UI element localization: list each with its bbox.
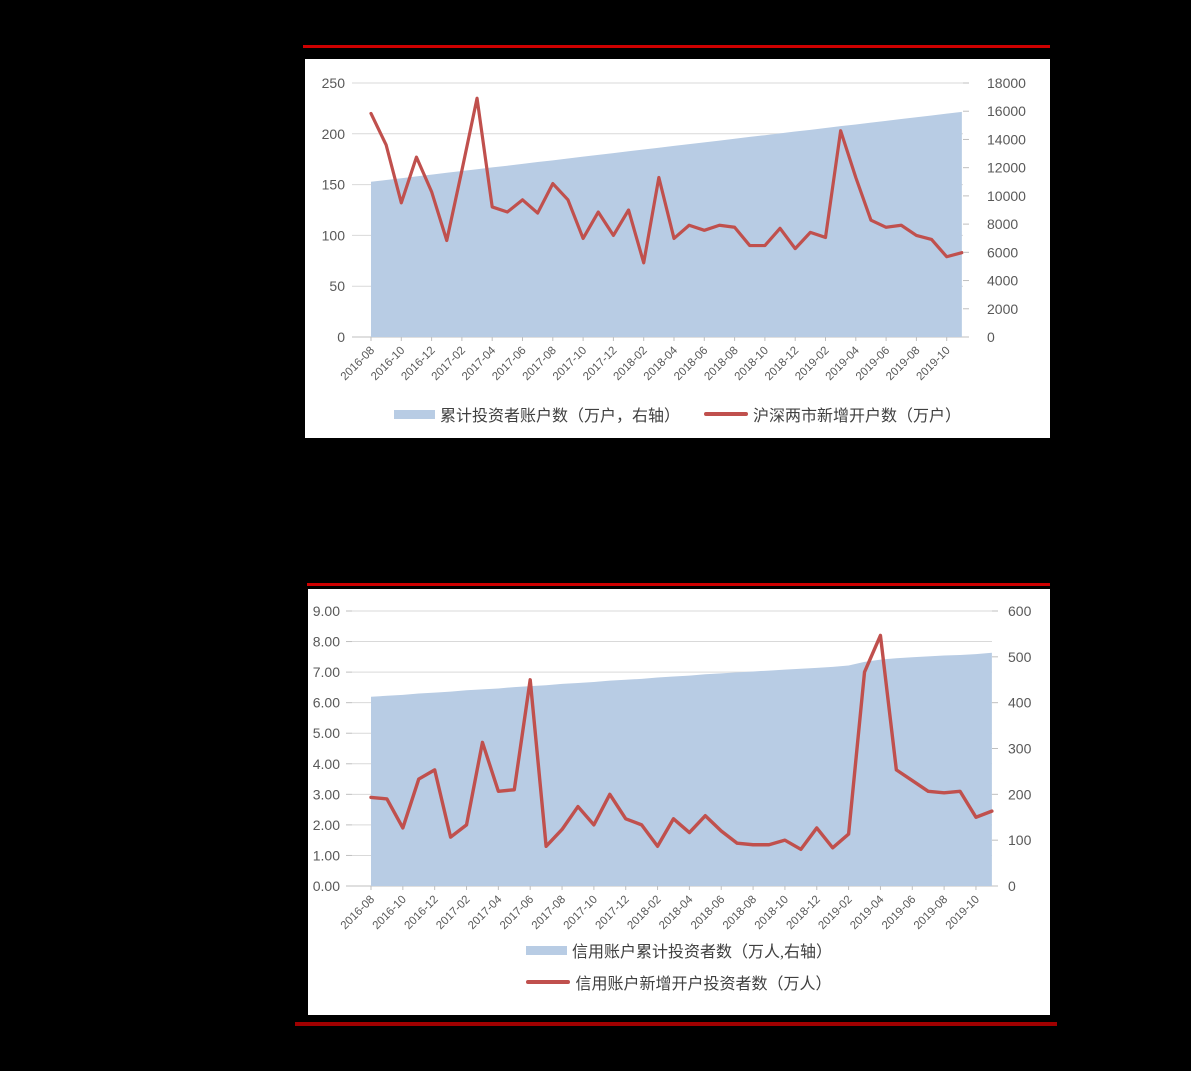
- legend-item-area: 累计投资者账户数（万户，右轴）: [393, 402, 680, 426]
- left-axis-tick-label: 4.00: [313, 756, 340, 772]
- x-axis-tick-label: 2017-08: [530, 894, 568, 932]
- left-axis-tick-label: 5.00: [313, 725, 340, 741]
- left-axis-tick-label: 3.00: [313, 786, 340, 802]
- chart-panel-credit-accounts: 0 100 200 300 400 500 600 0.00 1.00 2.00 3.00 4.00 5…: [308, 589, 1050, 1015]
- x-axis-tick-label: 2017-04: [466, 893, 505, 932]
- x-axis-tick-label: 2016-12: [402, 894, 440, 932]
- right-axis-tick-label: 600: [1008, 603, 1032, 619]
- x-axis-tick-label: 2017-10: [562, 894, 600, 932]
- right-axis-tick-label: 2000: [987, 301, 1018, 317]
- line-series-swatch-icon: [704, 412, 748, 416]
- right-axis-tick-label: 300: [1008, 741, 1032, 757]
- legend-label: 沪深两市新增开户数（万户）: [753, 408, 962, 425]
- left-axis-tick-label: 0: [337, 329, 345, 345]
- x-axis-tick-label: 2018-08: [721, 894, 759, 932]
- x-axis-tick-label: 2019-10: [944, 894, 982, 932]
- left-axis-tick-label: 8.00: [313, 634, 340, 650]
- right-axis-tick-label: 200: [1008, 786, 1032, 802]
- x-axis-tick-label: 2018-04: [657, 893, 696, 932]
- area-series-swatch-icon: [393, 409, 435, 419]
- right-axis-tick-label: 500: [1008, 649, 1032, 665]
- top-section-rule: [303, 45, 1050, 48]
- x-axis-tick-label: 2017-02: [434, 894, 472, 932]
- middle-section-rule: [307, 583, 1050, 586]
- chart-panel-investor-accounts: 0 2000 4000 6000 8000 10000 12000 14000 16000 180…: [305, 59, 1050, 438]
- legend-item-area: 信用账户累计投资者数（万人,右轴）: [525, 938, 832, 962]
- legend-label: 信用账户累计投资者数（万人,右轴）: [571, 944, 832, 961]
- right-axis-tick-label: 0: [1008, 878, 1016, 894]
- x-axis-tick-label: 2018-02: [625, 894, 663, 932]
- right-axis-tick-label: 0: [987, 329, 995, 345]
- x-axis-tick-label: 2019-04: [848, 893, 887, 932]
- left-axis-tick-label: 100: [322, 227, 346, 243]
- bottom-page-rule: [295, 1022, 1057, 1026]
- x-axis-tick-label: 2018-10: [753, 894, 791, 932]
- left-axis-tick-label: 250: [322, 75, 346, 91]
- left-axis-tick-label: 0.00: [313, 878, 340, 894]
- credit-accounts-chart: 0 100 200 300 400 500 600 0.00 1.00 2.00 3.00 4.00 5…: [313, 603, 1032, 932]
- x-axis-tick-label: 2018-12: [785, 894, 823, 932]
- legend-label: 信用账户新增开户投资者数（万人）: [575, 976, 832, 993]
- left-axis-tick-label: 1.00: [313, 847, 340, 863]
- x-axis-tick-label: 2017-06: [498, 894, 536, 932]
- right-axis-tick-label: 100: [1008, 832, 1032, 848]
- right-axis-tick-label: 12000: [987, 160, 1026, 176]
- legend-label: 累计投资者账户数（万户，右轴）: [439, 408, 680, 425]
- right-axis-tick-label: 4000: [987, 273, 1018, 289]
- right-axis-tick-label: 8000: [987, 216, 1018, 232]
- x-axis-tick-label: 2017-12: [594, 894, 632, 932]
- right-axis-tick-label: 14000: [987, 131, 1026, 147]
- area-series-swatch-icon: [525, 945, 567, 955]
- x-axis-tick-label: 2016-08: [339, 894, 377, 932]
- left-axis-tick-label: 7.00: [313, 664, 340, 680]
- right-axis-tick-label: 400: [1008, 695, 1032, 711]
- line-series: [369, 633, 994, 852]
- investor-accounts-legend: 累计投资者账户数（万户，右轴） 沪深两市新增开户数（万户）: [305, 403, 1050, 425]
- left-axis-tick-label: 6.00: [313, 695, 340, 711]
- legend-item-line: 沪深两市新增开户数（万户）: [704, 402, 961, 426]
- left-axis-tick-label: 200: [322, 126, 346, 142]
- area-series: [371, 111, 962, 337]
- right-axis-tick-label: 16000: [987, 103, 1026, 119]
- legend-item-line: 信用账户新增开户投资者数（万人）: [526, 970, 832, 994]
- left-axis-tick-label: 9.00: [313, 603, 340, 619]
- x-axis-tick-label: 2019-10: [914, 345, 952, 383]
- left-axis-tick-label: 150: [322, 177, 346, 193]
- credit-accounts-legend: 信用账户累计投资者数（万人,右轴） 信用账户新增开户投资者数（万人）: [308, 939, 1050, 993]
- left-axis-tick-label: 2.00: [313, 817, 340, 833]
- x-axis-tick-label: 2016-10: [371, 894, 409, 932]
- right-axis-tick-label: 18000: [987, 75, 1026, 91]
- left-axis-tick-label: 50: [329, 278, 345, 294]
- line-series-swatch-icon: [526, 980, 571, 984]
- x-axis-tick-label: 2019-06: [880, 894, 918, 932]
- right-axis-tick-label: 10000: [987, 188, 1026, 204]
- area-series: [371, 652, 992, 886]
- x-axis-tick-label: 2019-08: [912, 894, 950, 932]
- line-series: [369, 96, 964, 265]
- x-axis-tick-label: 2018-06: [689, 894, 727, 932]
- investor-accounts-chart: 0200040006000800010000120001400016000180…: [322, 75, 1027, 383]
- right-axis-tick-label: 6000: [987, 244, 1018, 260]
- x-axis-tick-label: 2019-02: [816, 894, 854, 932]
